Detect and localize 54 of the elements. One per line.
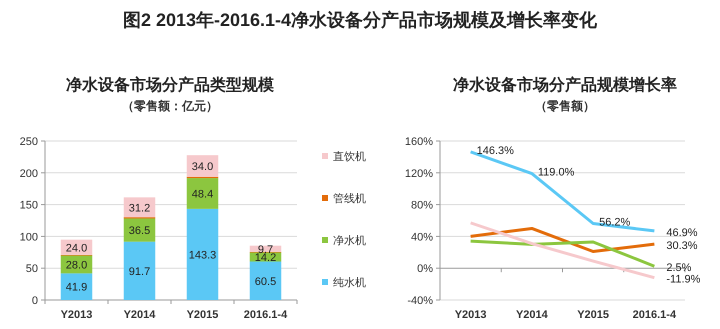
data-label: 60.5	[254, 276, 276, 288]
data-label: -11.9%	[666, 274, 701, 286]
x-tick-label: Y2013	[454, 309, 487, 321]
legend-label: 管线机	[333, 192, 366, 205]
y-tick-label: 200	[20, 168, 38, 180]
data-label: 34.0	[192, 160, 214, 173]
bar	[250, 262, 282, 300]
line-series	[469, 240, 656, 268]
y-tick-label: 40%	[410, 231, 434, 244]
y-tick-label: 0	[32, 295, 38, 307]
x-tick-label: Y2014	[124, 309, 156, 321]
bar	[186, 208, 218, 300]
y-tick-label: 250	[20, 136, 38, 148]
data-label: 2.5%	[666, 262, 692, 274]
x-tick-label: 2016.1-4	[244, 309, 288, 321]
bar	[60, 273, 92, 300]
y-tick-label: 120%	[404, 168, 434, 180]
y-tick-label: 80%	[410, 200, 434, 212]
y-tick-label: 160%	[404, 136, 434, 148]
data-label: 28.0	[66, 259, 88, 272]
legend-label: 净水机	[333, 234, 366, 247]
data-label: 36.5	[128, 225, 150, 238]
bar	[124, 242, 156, 300]
x-tick-label: 2016.1-4	[632, 309, 677, 321]
data-label: 143.3	[188, 249, 216, 262]
y-tick-label: 0%	[417, 263, 434, 276]
y-tick-label: 150	[20, 200, 38, 212]
y-tick-label: -40%	[407, 295, 434, 307]
x-tick-label: Y2015	[186, 309, 218, 321]
chart-subtitle: （零售额：亿元）	[122, 99, 218, 113]
data-label: 24.0	[66, 242, 88, 254]
x-tick-label: Y2014	[516, 309, 549, 321]
legend-label: 纯水机	[333, 276, 366, 289]
chart-title: 净水设备市场分产品规模增长率	[453, 75, 677, 94]
caption: 图2 2013年-2016.1-4净水设备分产品市场规模及增长率变化	[122, 10, 598, 30]
data-label: 146.3%	[476, 144, 514, 157]
data-label: 91.7	[128, 266, 150, 278]
data-label: 48.4	[192, 188, 214, 200]
data-label: 31.2	[128, 202, 150, 214]
x-tick-label: Y2015	[577, 309, 610, 321]
data-label: 14.2	[254, 252, 276, 264]
data-label: 46.9%	[666, 226, 698, 239]
data-label: 119.0%	[538, 166, 575, 179]
data-label: 30.3%	[666, 240, 698, 252]
line-series	[469, 226, 656, 254]
x-tick-label: Y2013	[60, 309, 92, 321]
chart-title: 净水设备市场分产品类型规模	[66, 76, 274, 94]
data-label: 41.9	[66, 282, 88, 294]
chart-subtitle: （零售额）	[535, 99, 595, 113]
bar	[186, 155, 218, 177]
y-tick-label: 100	[20, 231, 38, 244]
y-tick-label: 50	[26, 263, 38, 276]
legend-label: 直饮机	[333, 150, 366, 163]
bar	[186, 178, 218, 209]
